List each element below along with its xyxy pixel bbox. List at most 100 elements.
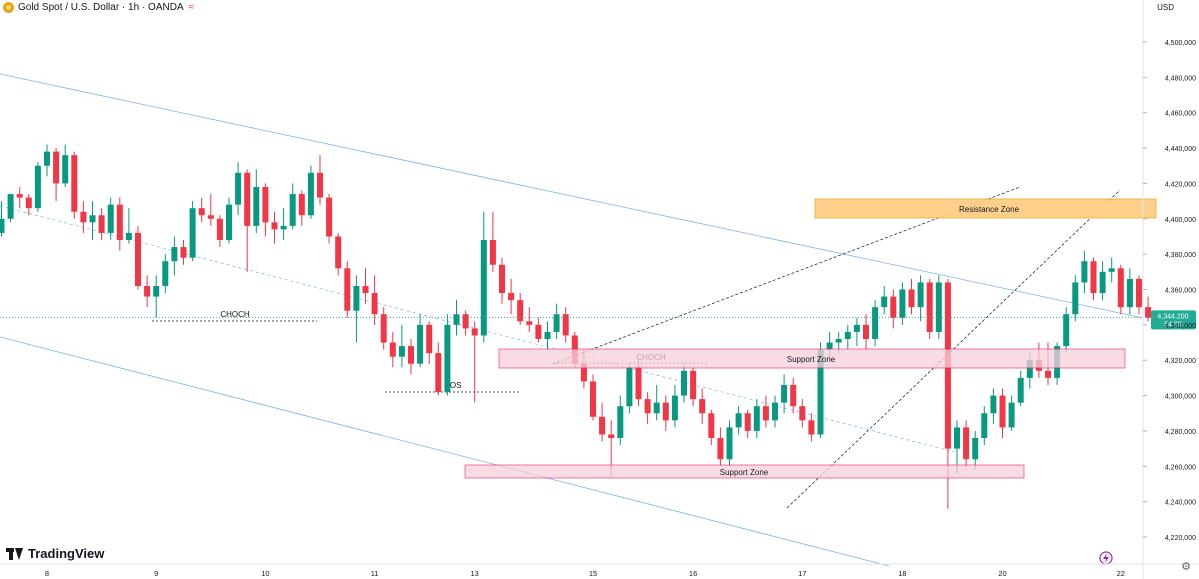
candle-body [881,296,888,308]
candle-body [1017,377,1024,403]
candle-body [7,194,14,219]
candle-body [326,197,333,237]
candle-body [835,339,842,343]
resistance-zone [814,198,1157,219]
candle-body [1108,268,1115,272]
candle-body [744,413,751,431]
candle-body [790,384,797,407]
candle-body [307,172,314,216]
candle-body [107,204,114,233]
candle-body [981,413,988,438]
symbol-title[interactable]: Gold Spot / U.S. Dollar · 1h · OANDA [18,1,184,13]
candle-body [253,186,260,226]
candle-body [362,285,369,294]
candle-body [872,307,879,339]
candle-body [207,215,214,219]
candle-body [1026,360,1033,378]
time-tick-label: 18 [898,569,906,578]
candle-body [189,208,196,258]
candle-body [34,165,41,209]
support-zone-upper [498,348,1126,369]
price-tick-label: 4,320,000 [1165,358,1196,365]
countdown-label: 54:38 [1164,321,1182,328]
candle-body [1099,271,1106,294]
candle-body [435,353,442,393]
candle-body [1136,278,1142,308]
candle-body [289,194,296,226]
candle-body [80,211,87,223]
support-zone-lower [464,464,1025,479]
time-tick-label: 10 [261,569,269,578]
candle-body [553,314,560,332]
candle-body [681,370,687,396]
candle-body [153,285,160,297]
live-wave-icon: ≈ [188,1,195,13]
candle-body [1126,278,1133,308]
candle-body [371,293,378,315]
time-tick-label: 8 [45,569,49,578]
candle-body [817,349,824,435]
candle-body [662,402,669,421]
chart-header: Gold Spot / U.S. Dollar · 1h · OANDA ≈ [0,0,194,14]
price-tick-label: 4,360,000 [1165,288,1196,295]
price-tick-label: 4,400,000 [1165,217,1196,224]
resistance-zone-label: Resistance Zone [959,205,1020,214]
candle-body [753,406,760,431]
candle-body [180,247,187,258]
price-tick-label: 4,340,000 [1165,323,1196,330]
candle-body [526,321,533,325]
candle-body [71,155,78,212]
currency-label[interactable]: USD [1157,3,1174,12]
candle-body [653,402,660,414]
candle-body [544,331,551,339]
tradingview-logo[interactable]: TradingView [6,546,104,561]
price-tick-label: 4,260,000 [1165,464,1196,471]
candle-body [935,282,942,332]
candle-body [508,293,515,301]
candle-body [499,264,505,294]
support-zone-lower-label: Support Zone [720,468,769,477]
candle-body [335,236,342,269]
lightning-bolt [1103,553,1109,563]
time-tick-label: 11 [371,569,379,578]
candle-body [690,370,697,400]
candle-body [917,282,924,308]
candle-body [990,395,997,414]
candle-body [216,218,223,240]
candle-body [408,346,414,364]
candle-body [53,151,60,184]
time-tick-label: 9 [154,569,158,578]
chart-overlays: Resistance Zone Support Zone Support Zone 4… [0,198,1196,565]
candle-body [626,367,633,407]
candle-body [799,406,806,421]
price-tick-label: 4,220,000 [1165,535,1196,542]
candle-body [262,186,269,223]
candle-body [908,289,915,308]
price-tick-label: 4,420,000 [1165,181,1196,188]
bos-label: BOS [445,381,462,390]
candle-body [380,314,387,343]
candle-body [471,328,478,336]
gear-icon[interactable]: ⚙ [1181,561,1191,573]
candle-body [644,399,651,414]
channel-lower-line [0,336,890,567]
candle-body [0,218,5,233]
candle-body [125,232,132,240]
candle-body [89,215,96,223]
candle-body [826,342,833,350]
candle-body [863,324,869,339]
candle-body [699,399,706,414]
candle-body [480,240,487,336]
candle-body [808,420,815,435]
candle-body [44,151,50,166]
candle-body [926,282,933,332]
candle-body [271,222,278,230]
candle-body [453,314,460,325]
candle-body [762,406,769,421]
candle-body [16,194,23,198]
candle-body [1081,261,1088,283]
candle-body [853,324,860,332]
time-tick-label: 16 [689,569,697,578]
